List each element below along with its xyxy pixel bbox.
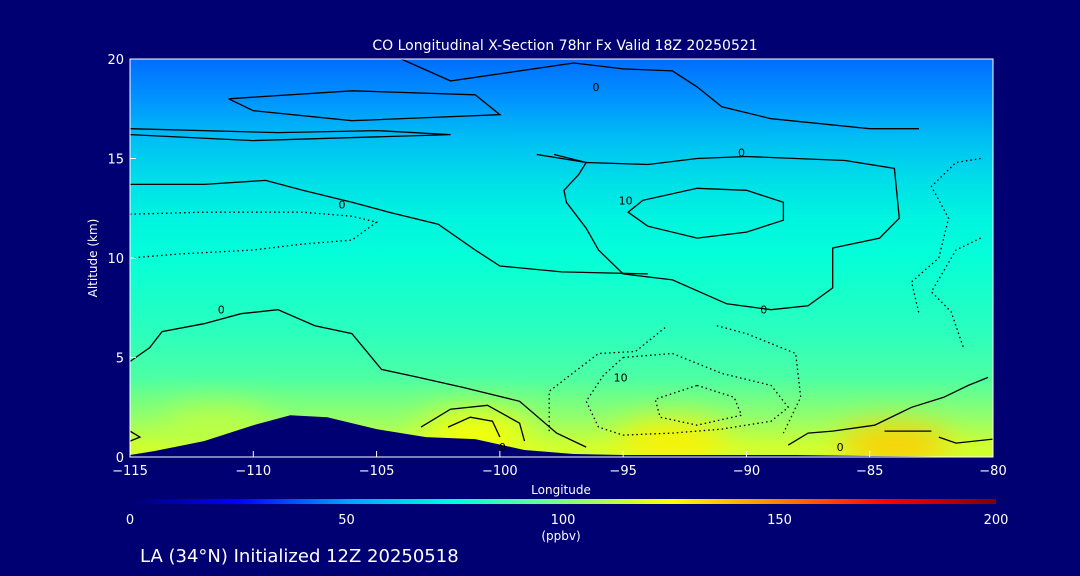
contour-label-layer: 0 0 0 0 10 0 0 10 0 0 0 [102, 81, 1009, 454]
contour-line [400, 59, 919, 130]
contour-line [130, 179, 648, 275]
x-tick-label: −90 [733, 464, 760, 479]
x-tick-label: −85 [856, 464, 883, 479]
contour-layer [130, 59, 993, 448]
x-tick-label: −115 [112, 464, 148, 479]
contour-label: 0 [499, 441, 506, 454]
x-axis: −115 −110 −105 −100 −95 −90 −85 −80 [112, 451, 1007, 479]
contour-line-negative [130, 211, 379, 259]
terrain-mask [130, 415, 993, 457]
contour-line-negative [585, 352, 790, 436]
contour-line [787, 376, 989, 446]
colorbar-ticks: 0 50 100 150 200 [126, 513, 1009, 528]
contour-line [938, 436, 993, 444]
colorbar-unit-label: (ppbv) [541, 529, 580, 543]
contour-line [130, 430, 142, 442]
y-axis: 0 5 10 15 20 [107, 53, 136, 466]
init-label: LA (34°N) Initialized 12Z 20250518 [140, 546, 459, 567]
y-tick-label: 10 [107, 252, 124, 267]
x-tick-label: −95 [609, 464, 636, 479]
x-tick-label: −80 [979, 464, 1006, 479]
contour-label: 0 [218, 304, 225, 317]
x-tick-label: −100 [482, 464, 518, 479]
colorbar-tick-label: 150 [767, 513, 792, 528]
y-tick-label: 0 [116, 451, 124, 466]
co-field-background [130, 59, 993, 457]
chart-title: CO Longitudinal X-Section 78hr Fx Valid … [372, 38, 757, 54]
contour-line-negative [930, 237, 981, 348]
y-tick-label: 20 [107, 53, 124, 68]
co-hotspot [617, 421, 728, 457]
contour-label: 0 [837, 441, 844, 454]
colorbar-tick-label: 0 [126, 513, 134, 528]
contour-line [447, 416, 501, 438]
contour-line [420, 404, 526, 442]
y-axis-label: Altitude (km) [86, 219, 100, 298]
contour-label: 10 [619, 194, 633, 207]
co-hotspot [839, 425, 950, 457]
contour-label: 0 [760, 304, 767, 317]
contour-label: 0 [1002, 373, 1009, 386]
contour-label: 0 [738, 147, 745, 160]
co-hotspot-layer [161, 407, 950, 457]
colorbar [130, 499, 996, 504]
contour-line [228, 90, 502, 122]
colorbar-tick-label: 200 [984, 513, 1009, 528]
contour-line [130, 128, 451, 142]
contour-line-negative [654, 384, 743, 426]
contour-label: 0 [339, 198, 346, 211]
contour-line [627, 187, 785, 239]
plot-area: 0 0 0 0 10 0 0 10 0 0 0 [102, 59, 1009, 457]
x-tick-label: −105 [359, 464, 395, 479]
x-axis-label: Longitude [531, 483, 591, 497]
contour-label: 0 [102, 121, 109, 134]
contour-line [563, 155, 900, 311]
y-tick-label: 5 [116, 352, 124, 367]
contour-label: 0 [593, 81, 600, 94]
y-tick-label: 15 [107, 153, 124, 168]
contour-line-negative [910, 157, 981, 314]
contour-line [130, 309, 587, 448]
x-tick-label: −110 [235, 464, 271, 479]
contour-label: 10 [614, 371, 628, 384]
colorbar-tick-label: 50 [338, 513, 355, 528]
colorbar-tick-label: 100 [551, 513, 576, 528]
